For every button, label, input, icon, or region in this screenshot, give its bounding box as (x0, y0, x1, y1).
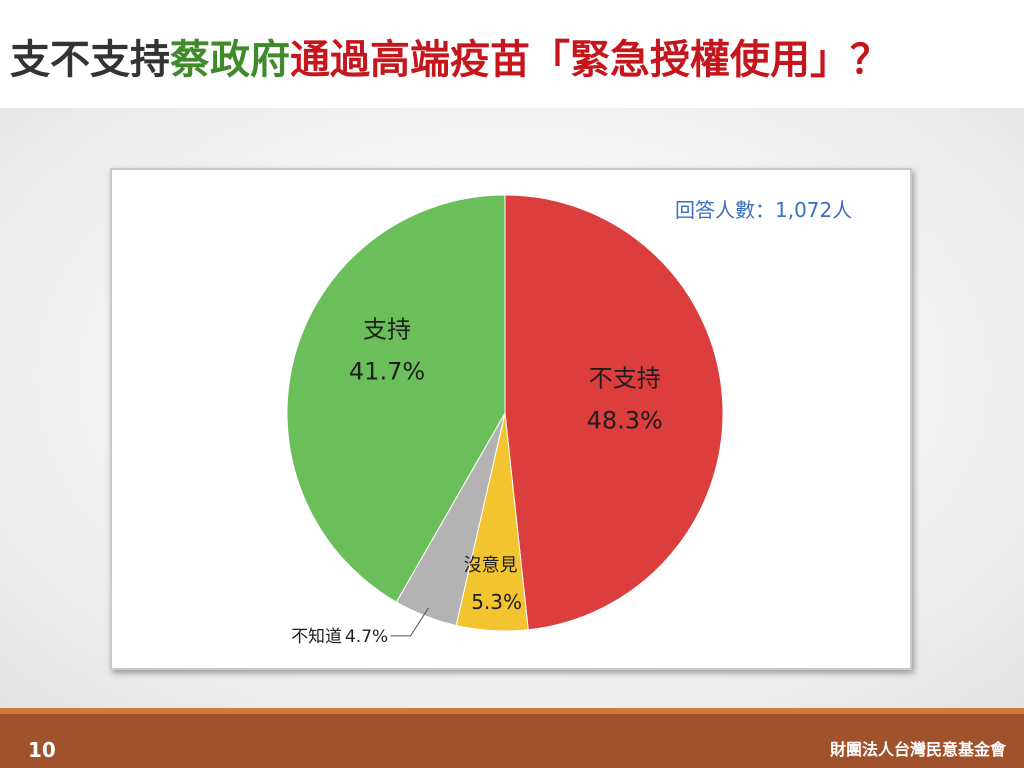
slice-value-oppose: 48.3% (587, 407, 663, 435)
slice-value-dont-know: 4.7% (345, 627, 388, 647)
title-part-2: 蔡政府 (170, 37, 290, 83)
title-part-1: 支不支持 (10, 37, 170, 83)
slice-label-dont-know: 不知道 (291, 627, 342, 647)
pie-slice-oppose (504, 194, 724, 631)
footer-bar: 10 財團法人台灣民意基金會 (0, 708, 1024, 768)
slice-label-oppose: 不支持 (589, 365, 661, 393)
title-part-3: 通過高端疫苗「緊急授權使用」？ (290, 37, 890, 83)
leader-line-dont-know (390, 607, 429, 637)
slide-title: 支不支持蔡政府通過高端疫苗「緊急授權使用」？ (10, 28, 1014, 92)
slice-value-no-opinion: 5.3% (471, 590, 522, 614)
respondent-count: 回答人數：1,072人 (675, 198, 853, 222)
slice-label-support: 支持 (363, 316, 411, 344)
slice-label-no-opinion: 沒意見 (464, 555, 518, 576)
slice-value-support: 41.7% (349, 358, 425, 386)
pie-slice-support (286, 194, 506, 603)
page-number: 10 (28, 738, 56, 762)
organization-name: 財團法人台灣民意基金會 (829, 740, 1006, 759)
